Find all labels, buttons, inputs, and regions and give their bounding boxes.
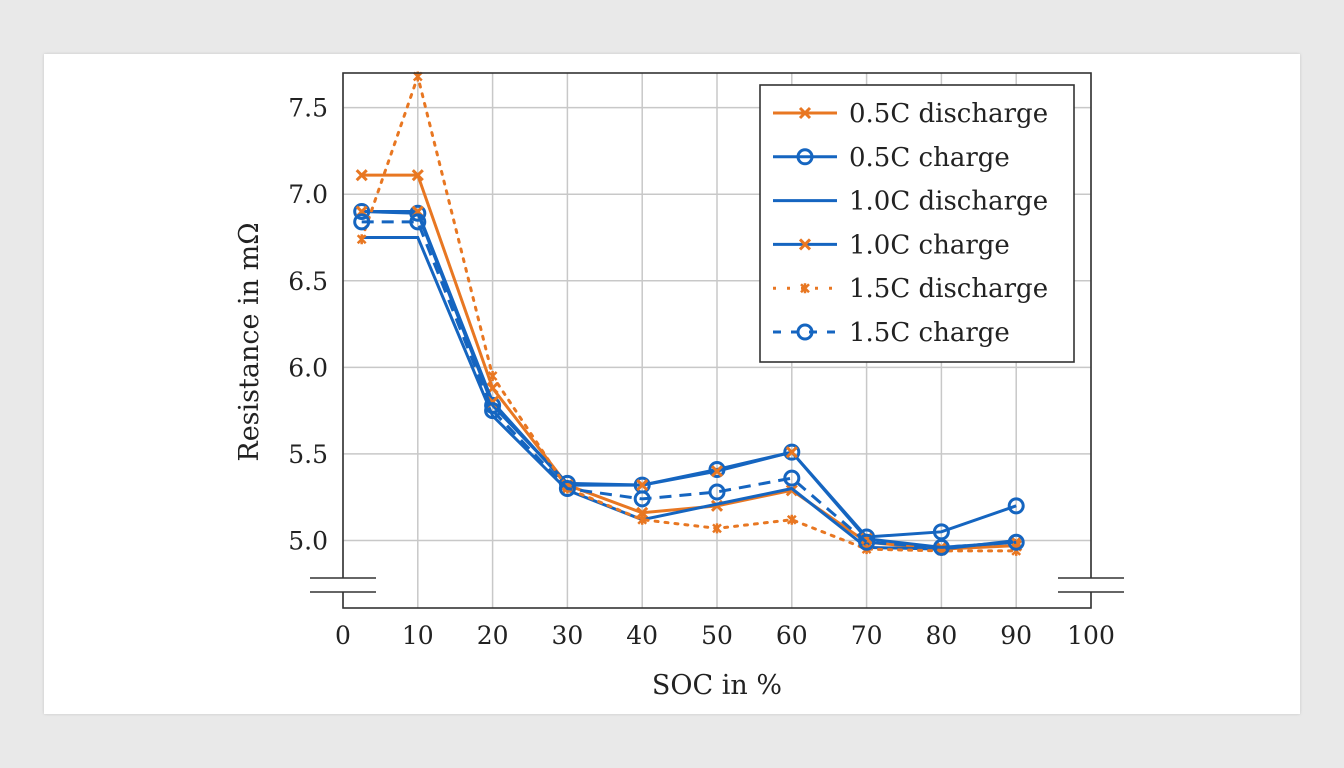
- data-point: [1010, 536, 1023, 549]
- series-group: [353, 71, 1025, 556]
- legend-item: 0.5C charge: [773, 143, 1010, 173]
- data-point: [409, 213, 427, 231]
- legend-item: 1.0C discharge: [773, 187, 1048, 217]
- plot-frame: [342, 72, 1092, 609]
- series-line: [361, 220, 1017, 549]
- legend-item: 0.5C discharge: [773, 99, 1048, 129]
- data-point: [558, 480, 576, 498]
- data-point: [633, 490, 651, 508]
- data-point: [356, 234, 367, 245]
- data-point: [637, 514, 648, 525]
- data-point: [710, 465, 724, 478]
- data-point: [409, 204, 427, 222]
- legend-marker: [798, 238, 812, 251]
- data-point: [786, 514, 797, 525]
- data-point: [932, 523, 950, 541]
- y-tick-label: 6.5: [288, 267, 328, 296]
- data-point: [1007, 497, 1025, 515]
- y-tick-label: 6.0: [288, 353, 328, 382]
- x-tick-label: 70: [851, 621, 883, 650]
- data-point: [411, 169, 424, 182]
- data-point: [858, 533, 876, 551]
- x-tick-label: 80: [925, 621, 957, 650]
- x-tick-label: 40: [626, 621, 658, 650]
- data-point: [708, 483, 726, 501]
- y-tick-label: 5.5: [288, 440, 328, 469]
- x-tick-label: 30: [551, 621, 583, 650]
- x-tick-label: 10: [402, 621, 434, 650]
- x-tick-label: 50: [701, 621, 733, 650]
- legend-marker: [800, 283, 810, 294]
- y-axis-label: Resistance in mΩ: [234, 222, 265, 461]
- data-point: [487, 370, 498, 381]
- legend-label: 0.5C charge: [849, 143, 1010, 173]
- x-tick-label: 20: [477, 621, 509, 650]
- data-point: [783, 469, 801, 487]
- series-line: [361, 235, 1017, 551]
- y-tick-label: 7.5: [288, 94, 328, 123]
- legend-box: [759, 84, 1075, 363]
- series-1-0c-discharge: [361, 235, 1017, 551]
- legend-marker: [798, 106, 812, 120]
- data-point: [712, 523, 722, 534]
- data-point: [1007, 533, 1025, 551]
- legend-label: 1.5C discharge: [849, 274, 1048, 304]
- legend-item: 1.5C discharge: [773, 274, 1048, 304]
- legend-label: 1.0C discharge: [849, 187, 1048, 217]
- series-line: [361, 210, 1017, 549]
- legend-label: 1.0C charge: [849, 230, 1010, 260]
- x-tick-label: 60: [776, 621, 808, 650]
- data-point: [636, 479, 649, 492]
- tick-labels: 0 10 20 30 40 50 60 70 80 90 100 5.0 5.5 6.0 6.5 7.0 7.5: [288, 94, 1115, 650]
- legend: 0.5C discharge 0.5C charge 1.0C discharge 1…: [759, 84, 1075, 363]
- legend-marker: [796, 148, 814, 166]
- series-1-5c-charge: [353, 213, 1025, 556]
- legend-item: 1.5C charge: [773, 318, 1010, 348]
- data-point: [785, 446, 798, 459]
- data-point: [783, 443, 801, 461]
- data-point: [932, 538, 950, 556]
- data-point: [353, 213, 371, 231]
- legend-item: 1.0C charge: [773, 230, 1010, 260]
- data-point: [355, 169, 368, 182]
- legend-marker: [796, 323, 814, 341]
- x-tick-label: 100: [1067, 621, 1115, 650]
- legend-label: 1.5C charge: [849, 318, 1010, 348]
- legend-label: 0.5C discharge: [849, 99, 1048, 129]
- y-tick-label: 5.0: [288, 526, 328, 555]
- axis-break-left: [310, 577, 376, 593]
- x-axis-label: SOC in %: [652, 670, 782, 701]
- axis-break-right: [1058, 577, 1124, 593]
- x-tick-label: 90: [1000, 621, 1032, 650]
- x-tick-label: 0: [335, 621, 351, 650]
- y-tick-label: 7.0: [288, 180, 328, 209]
- data-point: [484, 402, 502, 420]
